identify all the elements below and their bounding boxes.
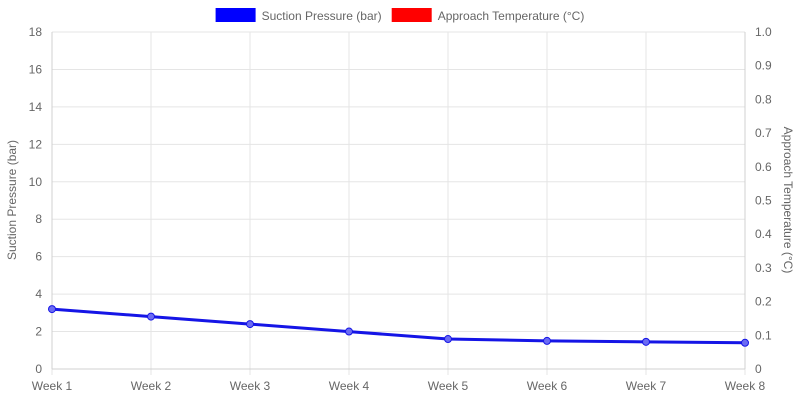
- left-tick-label: 2: [35, 325, 42, 339]
- x-tick-label: Week 6: [527, 379, 568, 393]
- right-tick-label: 0.7: [755, 126, 772, 140]
- right-axis-ticks: 0 0.1 0.2 0.3 0.4 0.5 0.6 0.7 0.8 0.9 1.0: [755, 25, 772, 376]
- right-tick-label: 0.6: [755, 160, 772, 174]
- x-axis-ticks: Week 1 Week 2 Week 3 Week 4 Week 5 Week 6 Week…: [32, 379, 766, 393]
- data-point[interactable]: [147, 312, 155, 321]
- left-tick-label: 8: [35, 212, 42, 226]
- left-axis-title: Suction Pressure (bar): [5, 140, 19, 260]
- right-tick-label: 0.2: [755, 295, 772, 309]
- right-axis-title: Approach Temperature (°C): [781, 127, 795, 274]
- left-tick-label: 14: [29, 100, 43, 114]
- legend-swatch: [215, 8, 256, 22]
- data-point[interactable]: [345, 327, 353, 336]
- data-point[interactable]: [246, 320, 254, 329]
- left-tick-label: 10: [29, 175, 43, 189]
- series-line: [50, 307, 747, 345]
- left-tick-label: 6: [35, 250, 42, 264]
- right-tick-label: 0.8: [755, 92, 772, 106]
- left-tick-label: 18: [29, 25, 43, 39]
- legend-label: Suction Pressure (bar): [262, 9, 382, 23]
- data-point[interactable]: [543, 336, 551, 345]
- legend-item[interactable]: Suction Pressure (bar): [215, 8, 382, 23]
- x-tick-label: Week 3: [230, 379, 271, 393]
- legend: Suction Pressure (bar) Approach Temperatu…: [215, 8, 585, 23]
- right-tick-label: 1.0: [755, 25, 772, 39]
- x-tick-label: Week 7: [626, 379, 667, 393]
- left-tick-label: 12: [29, 137, 43, 151]
- right-tick-label: 0.1: [755, 328, 772, 342]
- legend-item[interactable]: Approach Temperature (°C): [391, 8, 585, 23]
- right-tick-label: 0.4: [755, 227, 772, 241]
- series-layer: [48, 305, 749, 347]
- series-0: [48, 305, 749, 347]
- left-axis-ticks: 0 2 4 6 8 10 12 14 16 18: [29, 25, 43, 376]
- legend-label: Approach Temperature (°C): [438, 9, 585, 23]
- data-point[interactable]: [48, 305, 56, 314]
- right-tick-label: 0.9: [755, 59, 772, 73]
- x-tick-label: Week 8: [725, 379, 766, 393]
- right-tick-label: 0.5: [755, 194, 772, 208]
- right-tick-label: 0.3: [755, 261, 772, 275]
- data-point[interactable]: [444, 335, 452, 344]
- left-tick-label: 16: [29, 62, 43, 76]
- right-tick-label: 0: [755, 362, 762, 376]
- legend-swatch: [391, 8, 432, 22]
- x-tick-label: Week 1: [32, 379, 73, 393]
- left-tick-label: 4: [35, 287, 42, 301]
- data-point[interactable]: [642, 337, 650, 346]
- x-tick-label: Week 2: [131, 379, 172, 393]
- x-tick-label: Week 4: [329, 379, 370, 393]
- data-point[interactable]: [741, 338, 749, 347]
- grid: [51, 31, 746, 375]
- x-tick-label: Week 5: [428, 379, 469, 393]
- left-tick-label: 0: [35, 362, 42, 376]
